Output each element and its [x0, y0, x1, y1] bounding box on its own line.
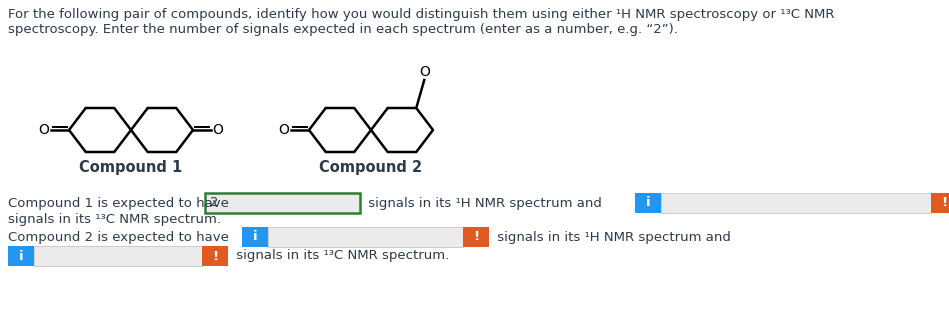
- FancyBboxPatch shape: [268, 227, 463, 247]
- Text: Compound 1 is expected to have: Compound 1 is expected to have: [8, 196, 233, 210]
- FancyBboxPatch shape: [931, 193, 949, 213]
- FancyBboxPatch shape: [635, 193, 661, 213]
- FancyBboxPatch shape: [205, 193, 360, 213]
- Text: O: O: [279, 123, 289, 137]
- Text: i: i: [645, 196, 650, 210]
- Text: i: i: [252, 231, 257, 244]
- Text: spectroscopy. Enter the number of signals expected in each spectrum (enter as a : spectroscopy. Enter the number of signal…: [8, 23, 678, 36]
- FancyBboxPatch shape: [8, 246, 34, 266]
- Text: signals in its ¹H NMR spectrum and: signals in its ¹H NMR spectrum and: [364, 196, 606, 210]
- Text: Compound 1: Compound 1: [80, 160, 182, 175]
- FancyBboxPatch shape: [34, 246, 202, 266]
- Text: signals in its ¹³C NMR spectrum.: signals in its ¹³C NMR spectrum.: [232, 249, 449, 263]
- Text: !: !: [212, 249, 218, 263]
- FancyBboxPatch shape: [463, 227, 489, 247]
- Text: i: i: [19, 249, 24, 263]
- Text: 2: 2: [210, 196, 218, 210]
- Text: !: !: [941, 196, 947, 210]
- Text: !: !: [473, 231, 479, 244]
- Text: O: O: [419, 65, 430, 79]
- FancyBboxPatch shape: [661, 193, 931, 213]
- Text: signals in its ¹³C NMR spectrum.: signals in its ¹³C NMR spectrum.: [8, 214, 221, 226]
- Text: For the following pair of compounds, identify how you would distinguish them usi: For the following pair of compounds, ide…: [8, 8, 834, 21]
- Text: signals in its ¹H NMR spectrum and: signals in its ¹H NMR spectrum and: [493, 231, 731, 244]
- Text: Compound 2: Compound 2: [320, 160, 422, 175]
- FancyBboxPatch shape: [202, 246, 228, 266]
- Text: Compound 2 is expected to have: Compound 2 is expected to have: [8, 231, 233, 244]
- FancyBboxPatch shape: [242, 227, 268, 247]
- Text: O: O: [213, 123, 223, 137]
- Text: O: O: [39, 123, 49, 137]
